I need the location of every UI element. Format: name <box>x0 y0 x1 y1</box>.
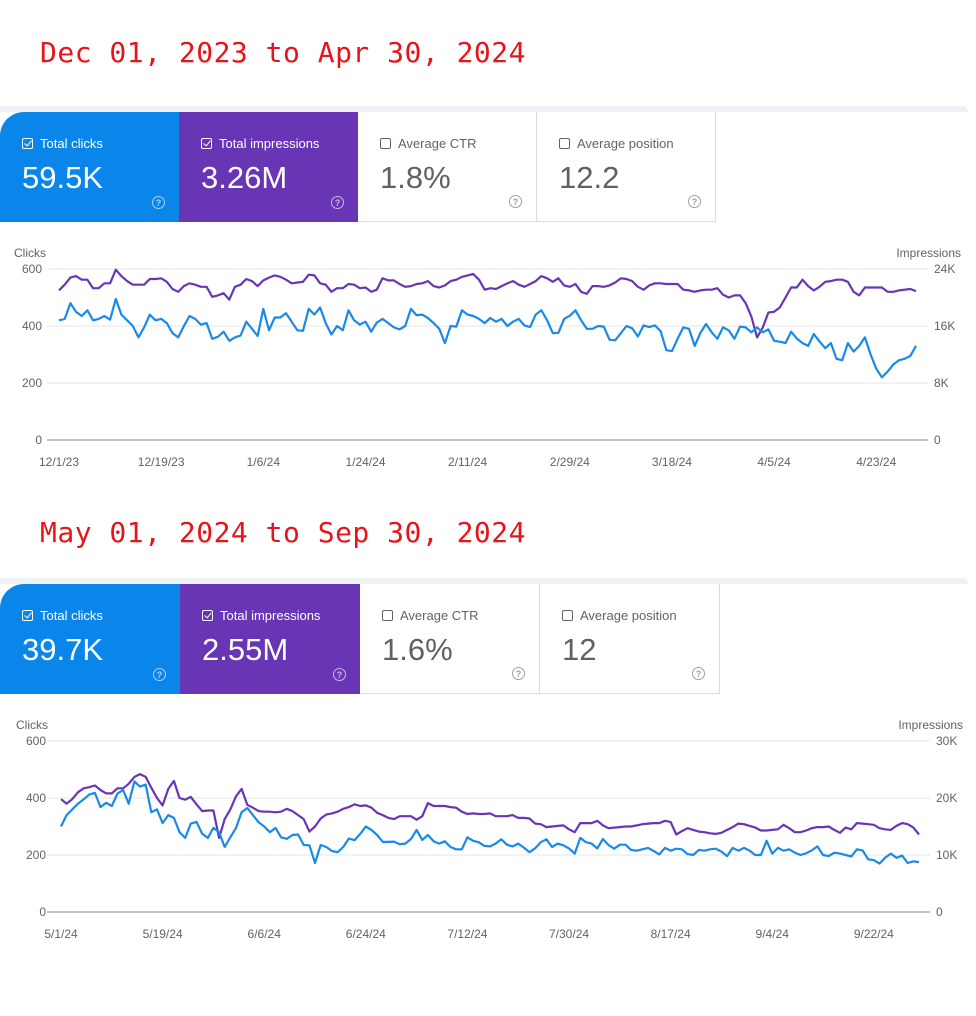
card-average-position[interactable]: Average position 12 ? <box>540 584 720 694</box>
card-average-ctr[interactable]: Average CTR 1.6% ? <box>360 584 540 694</box>
range-title-2: May 01, 2024 to Sep 30, 2024 <box>40 516 527 549</box>
help-circle-icon[interactable]: ? <box>153 668 166 681</box>
card-label: Total impressions <box>219 136 320 151</box>
help-circle-icon[interactable]: ? <box>512 667 525 680</box>
checkbox-checked-icon[interactable] <box>201 138 212 149</box>
checkbox-checked-icon[interactable] <box>22 138 33 149</box>
help-circle-icon[interactable]: ? <box>331 196 344 209</box>
card-label: Average position <box>577 136 674 151</box>
metric-cards: Total clicks 39.7K ? Total impressions 2… <box>0 584 720 694</box>
card-value: 12.2 <box>559 160 620 195</box>
impressions-series-line[interactable] <box>58 268 917 339</box>
card-total-clicks[interactable]: Total clicks 59.5K ? <box>0 112 179 222</box>
x-tick-label: 1/6/24 <box>247 455 281 469</box>
x-tick-label: 6/24/24 <box>346 927 386 941</box>
y-tick-label-left: 400 <box>22 319 42 333</box>
checkbox-checked-icon[interactable] <box>202 610 213 621</box>
y-tick-label-left: 200 <box>22 376 42 390</box>
y-tick-label-left: 600 <box>26 734 46 748</box>
checkbox-unchecked-icon[interactable] <box>380 138 391 149</box>
panel-top-border <box>0 106 968 112</box>
x-tick-label: 2/11/24 <box>448 455 487 469</box>
y-axis-title-right: Impressions <box>896 246 961 260</box>
x-tick-label: 9/22/24 <box>854 927 894 941</box>
card-label: Average CTR <box>398 136 477 151</box>
y-tick-label-right: 16K <box>934 319 955 333</box>
checkbox-unchecked-icon[interactable] <box>562 610 573 621</box>
card-value: 1.6% <box>382 632 453 667</box>
panel-top-border <box>0 578 968 584</box>
performance-chart-1[interactable]: Clicks Impressions 0 0 200 8K 400 16K 600 24K 12/1… <box>0 240 976 480</box>
y-tick-label-left: 600 <box>22 262 42 276</box>
card-average-position[interactable]: Average position 12.2 ? <box>537 112 716 222</box>
card-value: 59.5K <box>22 160 104 195</box>
y-tick-label-right: 30K <box>936 734 957 748</box>
clicks-series-line[interactable] <box>58 297 917 379</box>
y-tick-label-right: 8K <box>934 376 949 390</box>
card-value: 12 <box>562 632 597 667</box>
card-average-ctr[interactable]: Average CTR 1.8% ? <box>358 112 537 222</box>
x-tick-label: 8/17/24 <box>651 927 691 941</box>
card-label: Average CTR <box>400 608 479 623</box>
x-tick-label: 2/29/24 <box>550 455 590 469</box>
card-label: Average position <box>580 608 677 623</box>
x-tick-label: 4/5/24 <box>757 455 791 469</box>
card-total-impressions[interactable]: Total impressions 3.26M ? <box>179 112 358 222</box>
y-tick-label-right: 20K <box>936 791 957 805</box>
card-total-clicks[interactable]: Total clicks 39.7K ? <box>0 584 180 694</box>
y-axis-title-right: Impressions <box>898 718 963 732</box>
card-value: 2.55M <box>202 632 289 667</box>
card-total-impressions[interactable]: Total impressions 2.55M ? <box>180 584 360 694</box>
card-label: Total clicks <box>40 136 103 151</box>
x-tick-label: 12/1/23 <box>39 455 79 469</box>
y-tick-label-left: 200 <box>26 848 46 862</box>
card-value: 1.8% <box>380 160 451 195</box>
x-tick-label: 1/24/24 <box>345 455 385 469</box>
help-circle-icon[interactable]: ? <box>509 195 522 208</box>
x-tick-label: 4/23/24 <box>856 455 896 469</box>
help-circle-icon[interactable]: ? <box>688 195 701 208</box>
y-tick-label-right: 0 <box>936 905 943 919</box>
y-tick-label-right: 24K <box>934 262 955 276</box>
x-tick-label: 12/19/23 <box>138 455 185 469</box>
x-tick-label: 3/18/24 <box>652 455 692 469</box>
y-axis-title-left: Clicks <box>16 718 48 732</box>
checkbox-unchecked-icon[interactable] <box>559 138 570 149</box>
y-tick-label-left: 400 <box>26 791 46 805</box>
x-tick-label: 9/4/24 <box>756 927 790 941</box>
x-tick-label: 5/19/24 <box>143 927 183 941</box>
range-title-1: Dec 01, 2023 to Apr 30, 2024 <box>40 36 527 69</box>
x-tick-label: 6/6/24 <box>248 927 282 941</box>
x-tick-label: 5/1/24 <box>44 927 78 941</box>
help-circle-icon[interactable]: ? <box>692 667 705 680</box>
help-circle-icon[interactable]: ? <box>152 196 165 209</box>
checkbox-checked-icon[interactable] <box>22 610 33 621</box>
card-value: 39.7K <box>22 632 104 667</box>
y-tick-label-right: 0 <box>934 433 941 447</box>
card-label: Total impressions <box>220 608 321 623</box>
metric-cards: Total clicks 59.5K ? Total impressions 3… <box>0 112 716 222</box>
y-axis-title-left: Clicks <box>14 246 46 260</box>
x-tick-label: 7/30/24 <box>549 927 589 941</box>
x-tick-label: 7/12/24 <box>447 927 487 941</box>
card-value: 3.26M <box>201 160 288 195</box>
clicks-series-line[interactable] <box>60 780 920 865</box>
impressions-series-line[interactable] <box>60 772 920 840</box>
y-tick-label-left: 0 <box>39 905 46 919</box>
y-tick-label-left: 0 <box>35 433 42 447</box>
y-tick-label-right: 10K <box>936 848 957 862</box>
checkbox-unchecked-icon[interactable] <box>382 610 393 621</box>
performance-chart-2[interactable]: Clicks Impressions 0 0 200 10K 400 20K 600 30K 5/1… <box>0 712 976 952</box>
help-circle-icon[interactable]: ? <box>333 668 346 681</box>
card-label: Total clicks <box>40 608 103 623</box>
